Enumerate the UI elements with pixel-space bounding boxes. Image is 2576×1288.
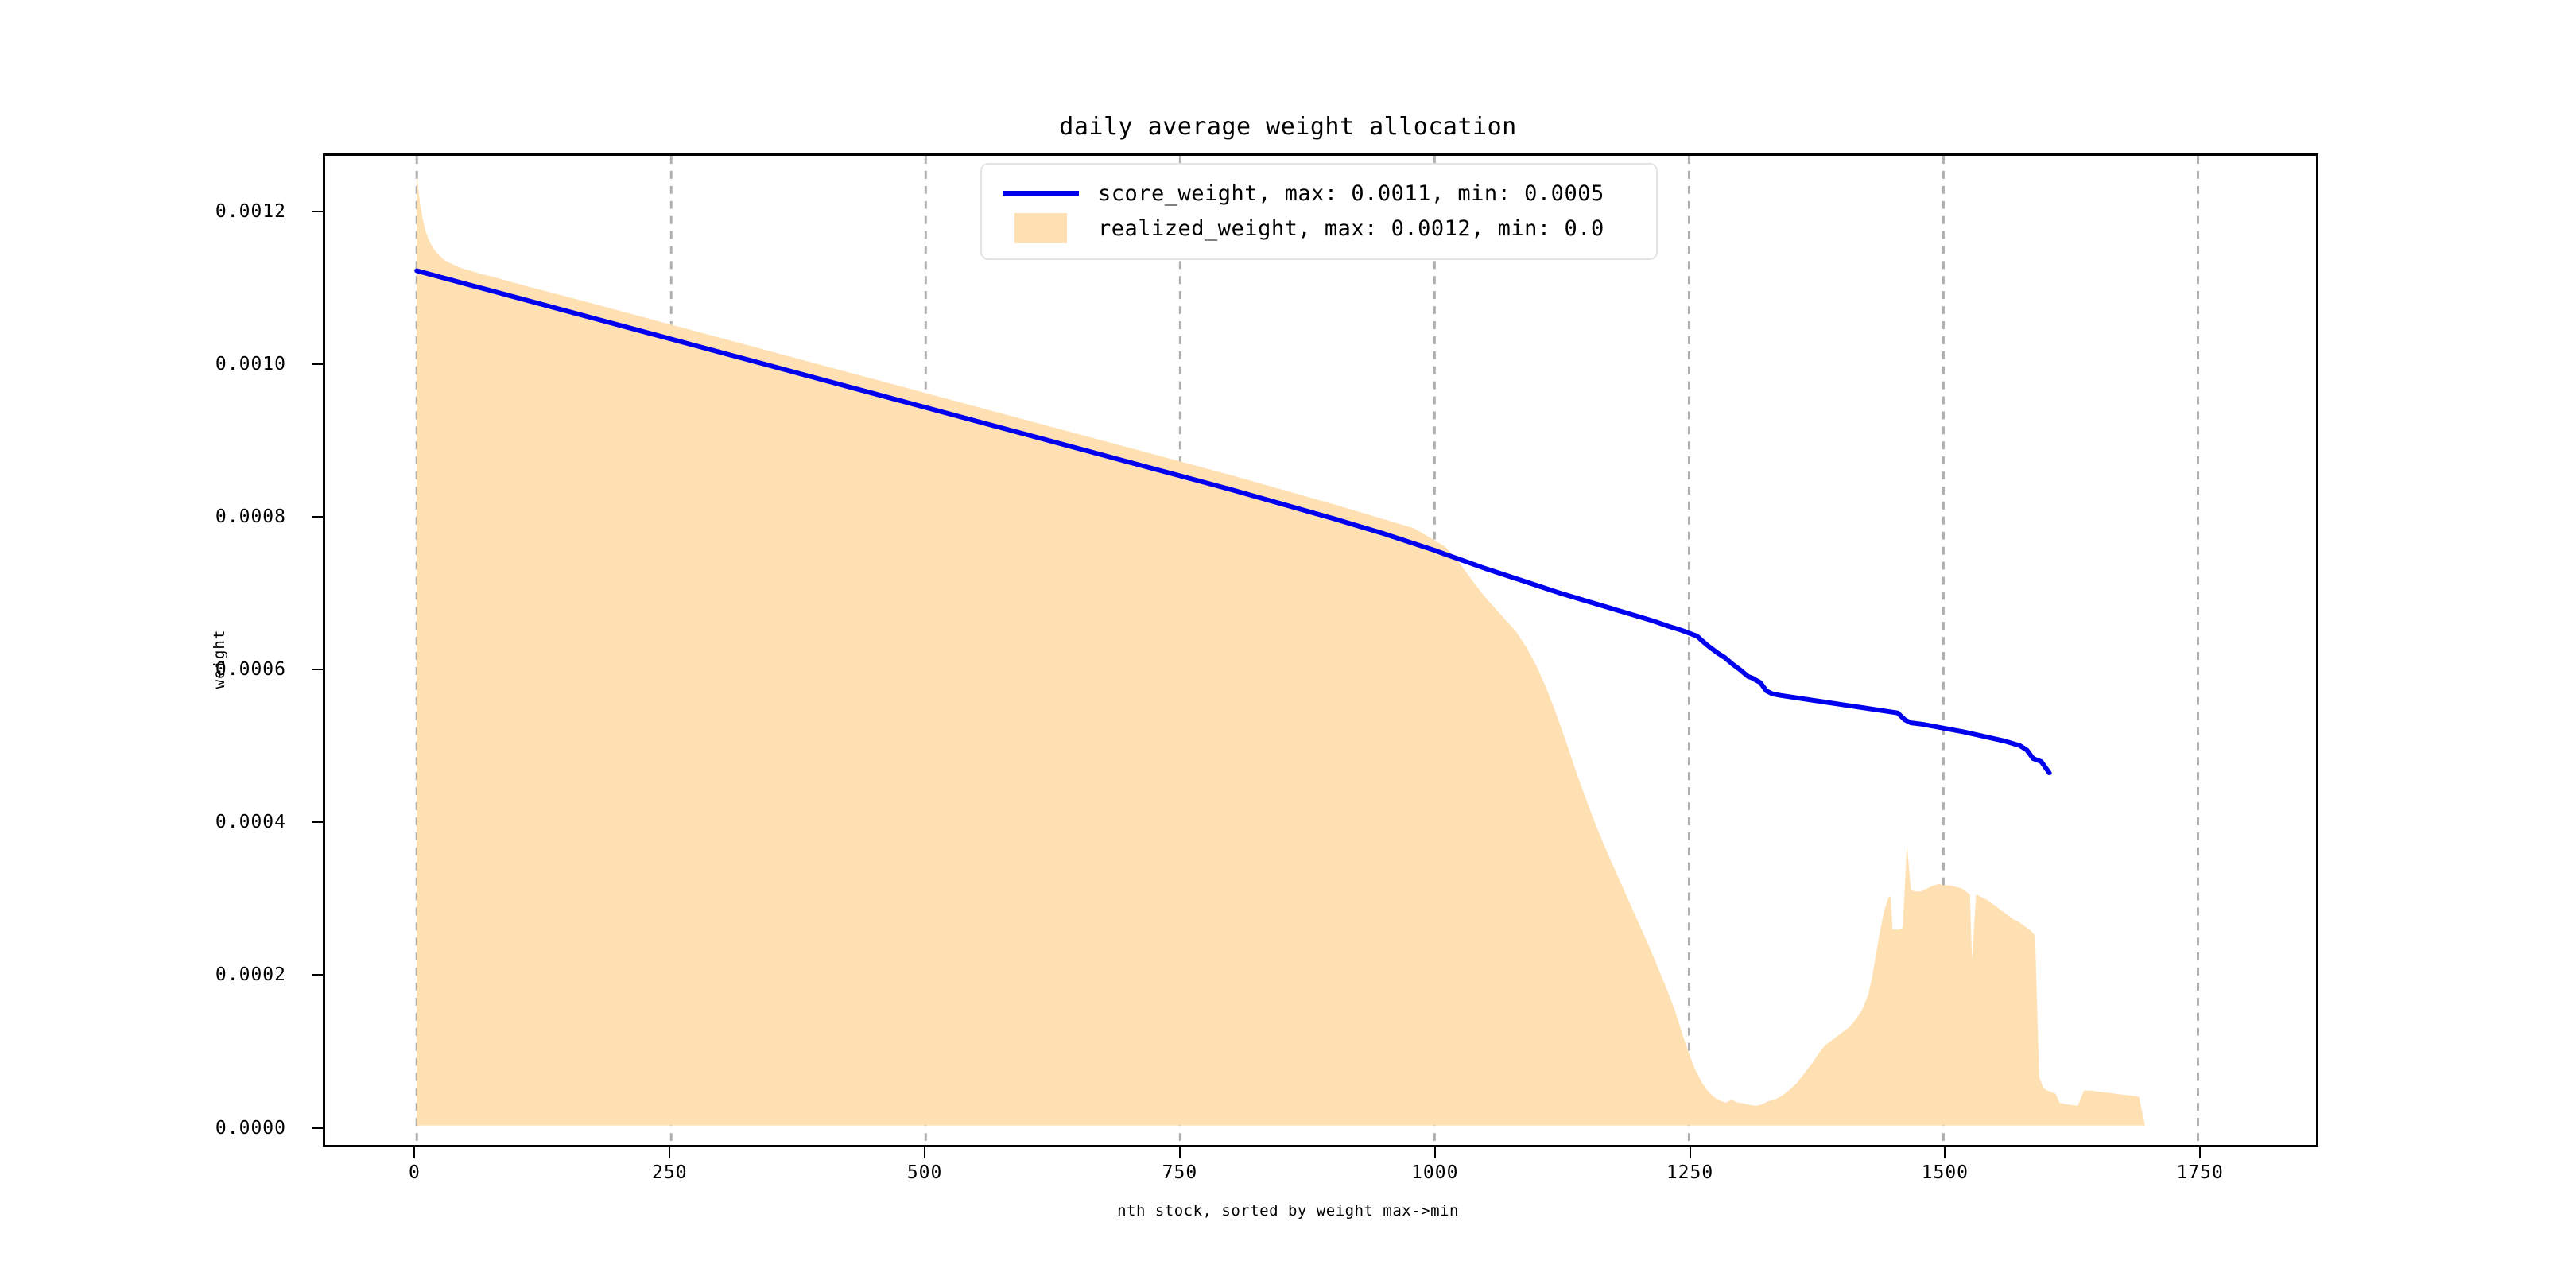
y-tick-label-0.0004: 0.0004 — [215, 812, 286, 833]
x-tick-label-1000: 1000 — [1411, 1162, 1459, 1183]
y-tick-label-0.0006: 0.0006 — [215, 659, 286, 681]
x-tick-label-1250: 1250 — [1666, 1162, 1714, 1183]
legend-item-realized-weight: realized_weight, max: 0.0012, min: 0.0 — [982, 211, 1656, 246]
x-tick-label-250: 250 — [652, 1162, 688, 1183]
chart-legend: score_weight, max: 0.0011, min: 0.0005 r… — [980, 163, 1658, 260]
plot-area — [323, 153, 2318, 1147]
y-tick-mark-0.0004 — [312, 821, 323, 824]
y-tick-mark-0.0012 — [312, 211, 323, 213]
legend-line-swatch — [999, 191, 1082, 196]
y-tick-label-0.0012: 0.0012 — [215, 201, 286, 223]
y-tick-mark-0.0008 — [312, 516, 323, 518]
y-axis: 0.0000 0.0002 0.0004 0.0006 0.0008 0.0010 0.00… — [0, 0, 323, 1288]
x-tick-mark-1250 — [1689, 1147, 1691, 1158]
page-title: daily average weight allocation — [1059, 113, 1517, 141]
x-tick-label-750: 750 — [1162, 1162, 1198, 1183]
x-tick-mark-0 — [413, 1147, 416, 1158]
y-tick-label-0.0010: 0.0010 — [215, 354, 286, 375]
realized-weight-area — [417, 176, 2145, 1126]
y-tick-mark-0.0010 — [312, 363, 323, 366]
x-tick-label-500: 500 — [906, 1162, 943, 1183]
y-axis-label: weight — [211, 629, 228, 689]
x-tick-mark-750 — [1178, 1147, 1181, 1158]
y-tick-label-0.0000: 0.0000 — [215, 1117, 286, 1139]
score-weight-line — [414, 268, 2052, 776]
x-tick-mark-1500 — [1944, 1147, 1946, 1158]
y-tick-label-0.0008: 0.0008 — [215, 506, 286, 528]
x-tick-label-1500: 1500 — [1921, 1162, 1969, 1183]
chart-svg — [414, 156, 2199, 1145]
y-tick-mark-0.0002 — [312, 974, 323, 976]
legend-label-realized-weight: realized_weight, max: 0.0012, min: 0.0 — [1098, 215, 1604, 241]
x-tick-mark-250 — [669, 1147, 671, 1158]
x-tick-label-0: 0 — [409, 1162, 421, 1183]
y-tick-label-0.0002: 0.0002 — [215, 964, 286, 986]
x-axis-label: nth stock, sorted by weight max->min — [1117, 1202, 1459, 1220]
x-tick-label-1750: 1750 — [2176, 1162, 2224, 1183]
legend-item-score-weight: score_weight, max: 0.0011, min: 0.0005 — [982, 176, 1656, 211]
x-tick-mark-1750 — [2199, 1147, 2202, 1158]
legend-patch-swatch — [999, 213, 1082, 243]
legend-label-score-weight: score_weight, max: 0.0011, min: 0.0005 — [1098, 180, 1604, 206]
x-tick-mark-500 — [924, 1147, 926, 1158]
y-tick-mark-0.0000 — [312, 1127, 323, 1129]
y-tick-mark-0.0006 — [312, 669, 323, 671]
x-tick-mark-1000 — [1433, 1147, 1436, 1158]
